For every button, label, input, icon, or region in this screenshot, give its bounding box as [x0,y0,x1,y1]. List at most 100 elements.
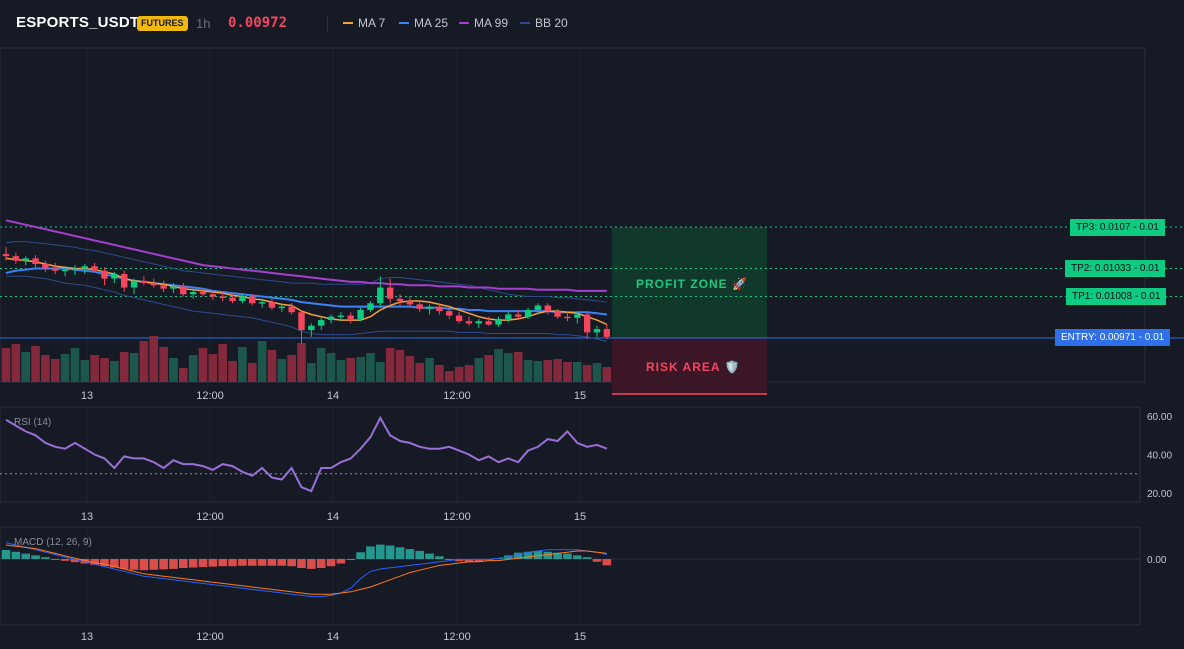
macd-histogram-bar [405,549,415,559]
volume-bar [356,357,365,382]
futures-badge: FUTURES [137,16,188,31]
timeframe[interactable]: 1h [196,16,211,31]
candle-body [71,268,79,270]
candle-body [564,316,571,319]
candle-body [377,287,384,304]
macd-histogram-bar [395,547,405,559]
macd-histogram-bar [582,557,592,559]
macd-histogram-bar [100,559,109,567]
volume-bar [159,347,168,382]
volume-bar [533,361,543,382]
macd-histogram-bar [523,551,533,559]
legend-swatch [399,22,409,24]
candle-body [465,321,473,324]
volume-bar [90,355,99,382]
macd-histogram-bar [543,551,553,559]
volume-bar [504,353,513,382]
legend-ma7[interactable]: MA 7 [343,16,385,30]
macd-signal-line [5,544,607,595]
macd-histogram-bar [208,559,218,567]
macd-histogram-bar [316,559,326,568]
volume-bar [573,362,582,382]
candle-body [258,302,266,304]
x-tick-label: 15 [574,390,586,402]
macd-histogram-bar [464,559,474,563]
candle-body [308,325,315,331]
candle-body [219,296,226,299]
volume-bar [198,348,208,382]
rsi-line [5,415,608,493]
candle-body [318,320,325,326]
volume-bar [297,343,306,382]
candle-body [268,302,276,308]
candle-body [515,314,522,317]
volume-bar [346,358,356,382]
rsi-title: RSI (14) [14,417,51,428]
legend-bb20[interactable]: BB 20 [520,16,568,30]
main-pane [0,47,1146,383]
candle-body [367,303,374,310]
macd-histogram-bar [415,550,424,559]
volume-bar [336,360,346,382]
risk-area-label: RISK AREA 🛡️ [646,360,741,374]
candle-body [406,301,414,305]
candle-body [32,258,39,264]
volume-bar [11,344,21,382]
macd-histogram-bar [21,553,30,559]
candle-body [2,253,10,257]
symbol-name[interactable]: ESPORTS_USDT [16,14,140,31]
volume-bar [218,344,227,382]
x-tick-label: 14 [327,511,339,523]
macd-histogram-bar [425,553,434,559]
macd-histogram-bar [454,559,464,562]
candle-body [12,256,20,261]
legend-ma99[interactable]: MA 99 [459,16,508,30]
macd-histogram-bar [356,552,365,559]
x-tick-label: 15 [574,631,586,643]
legend-ma25[interactable]: MA 25 [399,16,448,30]
profit-zone-label: PROFIT ZONE 🚀 [636,277,748,291]
candle-body [170,286,177,289]
candle-body [249,296,256,304]
x-tick-label: 15 [574,511,586,523]
volume-bar [119,352,129,382]
macd-histogram-bar [346,559,356,560]
tp1-label: TP1: 0.01008 - 0.01 [1066,288,1167,305]
rsi-tick-label: 40.00 [1147,451,1172,462]
candle-body [593,329,601,333]
candle-body [574,314,581,318]
volume-bar [129,353,139,382]
volume-bar [307,363,316,382]
volume-bar [1,348,11,382]
candle-body [544,305,551,312]
macd-histogram-bar [218,559,227,567]
volume-bar [277,359,287,382]
macd-histogram-bar [563,553,572,559]
candle-body [101,270,108,279]
macd-histogram-bar [179,559,188,568]
volume-bar [60,354,70,382]
macd-histogram-bar [336,559,346,564]
candle-body [278,306,285,309]
volume-bar [602,367,612,382]
candle-body [140,280,148,284]
rsi-tick-label: 60.00 [1147,412,1172,423]
volume-bar [425,358,434,382]
macd-histogram-bar [326,559,336,567]
x-tick-label: 12:00 [196,631,224,643]
volume-bar [435,365,444,382]
macd-histogram-bar [366,546,375,559]
volume-bar [366,353,375,382]
macd-histogram-bar [376,544,385,559]
candle-body [239,296,246,301]
candle-body [524,309,532,317]
volume-bar [31,346,40,382]
candle-body [505,314,512,319]
candle-body [42,264,49,269]
last-price: 0.00972 [228,15,288,31]
macd-histogram-bar [553,552,562,559]
volume-bar [139,341,149,382]
x-tick-label: 14 [327,631,339,643]
